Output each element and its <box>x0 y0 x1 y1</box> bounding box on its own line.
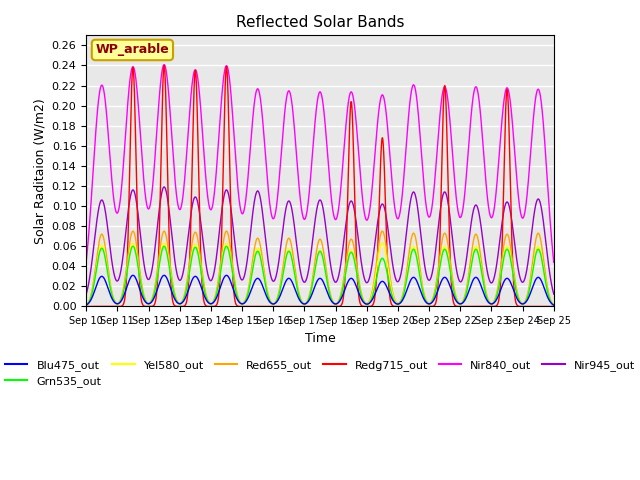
Legend: Blu475_out, Grn535_out, Yel580_out, Red655_out, Redg715_out, Nir840_out, Nir945_: Blu475_out, Grn535_out, Yel580_out, Red6… <box>1 355 639 392</box>
Title: Reflected Solar Bands: Reflected Solar Bands <box>236 15 404 30</box>
Y-axis label: Solar Raditaion (W/m2): Solar Raditaion (W/m2) <box>33 98 46 244</box>
X-axis label: Time: Time <box>305 332 335 345</box>
Text: WP_arable: WP_arable <box>95 44 170 57</box>
